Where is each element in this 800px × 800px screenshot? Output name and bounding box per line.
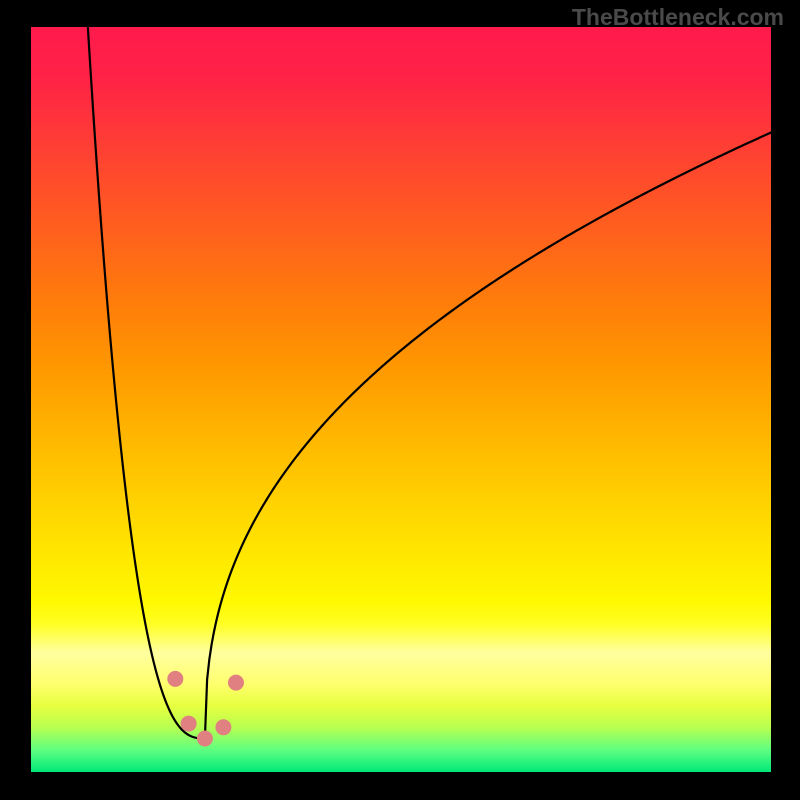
marker-point (181, 716, 197, 732)
marker-point (215, 719, 231, 735)
watermark-text: TheBottleneck.com (572, 4, 784, 31)
bottleneck-curve (31, 27, 771, 772)
marker-point (228, 675, 244, 691)
curve-right-branch (205, 128, 771, 739)
marker-point (197, 730, 213, 746)
marker-point (167, 671, 183, 687)
curve-left-branch (87, 27, 205, 738)
plot-area (31, 27, 771, 772)
